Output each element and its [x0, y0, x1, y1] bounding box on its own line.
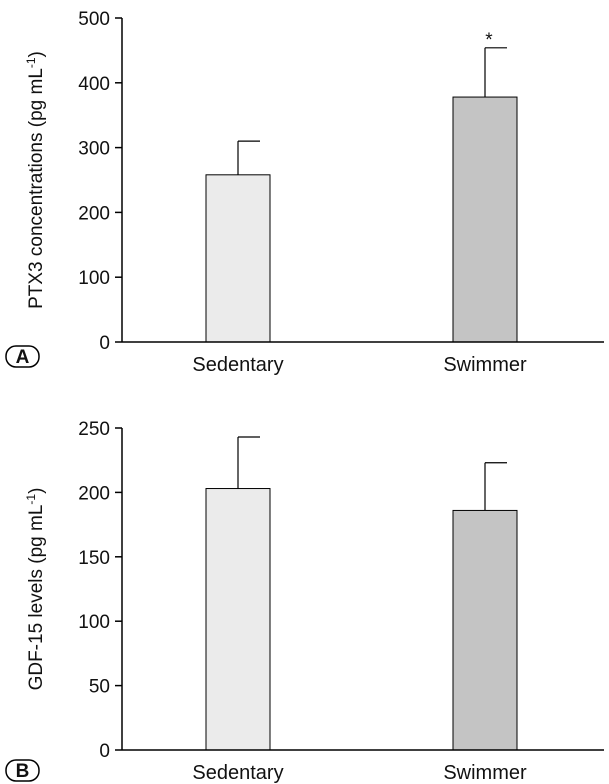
y-tick-label: 150	[78, 548, 110, 569]
y-tick-label: 0	[99, 333, 110, 354]
bar-sedentary	[205, 488, 271, 751]
y-tick-label: 0	[99, 741, 110, 762]
y-tick-label: 200	[78, 203, 110, 224]
category-label: Swimmer	[443, 762, 527, 784]
panel-label-box	[5, 345, 40, 368]
panel-label-box	[5, 759, 40, 782]
y-tick-label: 250	[78, 419, 110, 440]
bar-sedentary	[205, 174, 271, 343]
category-label: Swimmer	[443, 354, 527, 376]
y-axis-label: PTX3 concentrations (pg mL-1)	[24, 51, 47, 309]
panel-label: A	[16, 347, 30, 368]
y-tick-label: 400	[78, 74, 110, 95]
panel-a: Sedentary * Swimmer 0 100 200 300 400 500 PTX3 co…	[5, 9, 604, 376]
y-tick-label: 100	[78, 268, 110, 289]
y-tick-label: 500	[78, 9, 110, 30]
panel-label: B	[16, 761, 30, 782]
y-axis-label: GDF-15 levels (pg mL-1)	[24, 488, 47, 691]
panel-b: Sedentary Swimmer 0 50 100 150 200 250 GDF-15 le…	[5, 419, 604, 784]
y-tick-label: 50	[89, 677, 110, 698]
y-tick-label: 100	[78, 612, 110, 633]
category-label: Sedentary	[192, 762, 283, 784]
category-label: Sedentary	[192, 354, 283, 376]
bar-swimmer	[452, 96, 518, 343]
y-tick-label: 200	[78, 483, 110, 504]
significance-marker: *	[485, 30, 493, 51]
y-tick-label: 300	[78, 139, 110, 160]
bar-swimmer	[452, 509, 518, 751]
